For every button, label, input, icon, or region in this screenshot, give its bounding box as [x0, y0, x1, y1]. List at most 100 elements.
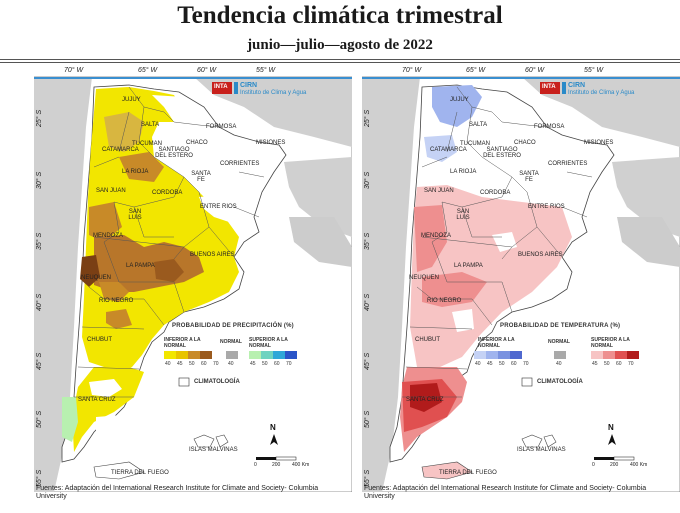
- precip-swatch-below-3: [200, 351, 212, 359]
- label-rio-negro: RIO NEGRO: [99, 298, 134, 304]
- lat-tick-50: 50° S: [36, 410, 43, 428]
- label-tierra-del-fuego-temp: TIERRA DEL FUEGO: [439, 470, 497, 476]
- precip-below-val-2: 50: [189, 361, 195, 367]
- label-la-rioja-temp: LA RIOJA: [450, 169, 477, 175]
- scale-end: 400 Km: [292, 462, 310, 468]
- label-malvinas: ISLAS MALVINAS: [189, 447, 238, 453]
- precip-swatch-below-1: [176, 351, 188, 359]
- label-santa-fe: SANTA FE: [191, 171, 211, 183]
- source-note-left: Fuentes: Adaptación del International Re…: [36, 485, 319, 500]
- precip-legend-normal: NORMAL: [220, 339, 242, 345]
- label-chubut: CHUBUT: [87, 337, 112, 343]
- label-formosa-temp: FORMOSA: [534, 124, 565, 130]
- temp-below-val-2: 50: [499, 361, 505, 367]
- precip-below-val-3: 60: [201, 361, 207, 367]
- lon-tick-70-temp: 70° W: [402, 67, 422, 74]
- label-entre-rios-temp: ENTRE RIOS: [528, 204, 565, 210]
- precip-above-val-1: 50: [262, 361, 268, 367]
- precip-swatch-above-2: [273, 351, 285, 359]
- temp-normal-val: 40: [556, 361, 562, 367]
- temp-swatch-above-3: [627, 351, 639, 359]
- label-buenos-aires-temp: BUENOS AIRES: [518, 252, 563, 258]
- label-rio-negro-temp: RIO NEGRO: [427, 298, 462, 304]
- temp-below-val-0: 40: [475, 361, 481, 367]
- inta-label-temp: INTA: [542, 84, 556, 90]
- label-la-pampa: LA PAMPA: [126, 263, 155, 269]
- precip-above-val-3: 70: [286, 361, 292, 367]
- temperature-map: 70° W 65° W 60° W 55° W 25° S 30° S 35° …: [362, 67, 680, 492]
- label-jujuy: JUJUY: [122, 97, 141, 103]
- precip-legend-below: INFERIOR A LA NORMAL: [164, 337, 201, 349]
- temp-above-val-1: 50: [604, 361, 610, 367]
- precip-above-val-0: 45: [250, 361, 256, 367]
- label-catamarca: CATAMARCA: [102, 147, 139, 153]
- institute-label-temp: Instituto de Clima y Agua: [568, 90, 635, 96]
- lat-tick-25-temp: 25° S: [364, 109, 371, 127]
- lon-tick-55: 55° W: [256, 67, 276, 74]
- temp-legend-title: PROBABILIDAD DE TEMPERATURA (%): [500, 323, 621, 329]
- precip-below-val-1: 45: [177, 361, 183, 367]
- lon-tick-55-temp: 55° W: [584, 67, 604, 74]
- label-chaco-temp: CHACO: [514, 140, 536, 146]
- label-santa-fe-temp: SANTA FE: [519, 171, 539, 183]
- temp-legend-below: INFERIOR A LA NORMAL: [478, 337, 515, 349]
- scale-zero-temp: 0: [592, 462, 595, 468]
- inta-logo: [212, 82, 232, 94]
- lon-tick-60: 60° W: [197, 67, 217, 74]
- precip-swatch-above-1: [261, 351, 273, 359]
- temp-below-val-3: 60: [511, 361, 517, 367]
- divider-bottom: [0, 62, 680, 63]
- divider-top: [0, 59, 680, 60]
- lat-tick-50-temp: 50° S: [364, 410, 371, 428]
- label-salta-temp: SALTA: [469, 122, 488, 128]
- precip-climatology-label: CLIMATOLOGÍA: [194, 379, 240, 385]
- lon-tick-65: 65° W: [138, 67, 158, 74]
- lat-tick-30: 30° S: [36, 171, 43, 189]
- temp-legend-above: SUPERIOR A LA NORMAL: [591, 337, 630, 349]
- precipitation-map-graphic: [34, 76, 352, 492]
- temp-above-val-3: 70: [628, 361, 634, 367]
- inta-logo-2: [540, 82, 560, 94]
- temp-swatch-above-1: [603, 351, 615, 359]
- label-santiago: SANTIAGO DEL ESTERO: [155, 147, 193, 159]
- temp-above-val-0: 45: [592, 361, 598, 367]
- label-santa-cruz: SANTA CRUZ: [78, 397, 116, 403]
- lat-tick-35-temp: 35° S: [364, 232, 371, 250]
- lat-tick-30-temp: 30° S: [364, 171, 371, 189]
- lat-tick-25: 25° S: [36, 109, 43, 127]
- page-title: Tendencia climática trimestral: [177, 2, 503, 29]
- lat-tick-40: 40° S: [36, 293, 43, 311]
- temp-swatch-above-0: [591, 351, 603, 359]
- label-san-luis: SAN LUIS: [128, 209, 142, 221]
- label-chaco: CHACO: [186, 140, 208, 146]
- label-santa-cruz-temp: SANTA CRUZ: [406, 397, 444, 403]
- label-mendoza: MENDOZA: [93, 233, 123, 239]
- temperature-map-graphic: [362, 76, 680, 492]
- temp-swatch-above-2: [615, 351, 627, 359]
- label-tucuman: TUCUMAN: [132, 141, 162, 147]
- lat-tick-45-temp: 45° S: [364, 352, 371, 370]
- page-subtitle: junio—julio—agosto de 2022: [247, 37, 433, 53]
- temp-below-val-1: 45: [487, 361, 493, 367]
- label-misiones-temp: MISIONES: [584, 140, 614, 146]
- temp-swatch-below-2: [498, 351, 510, 359]
- label-santiago-temp: SANTIAGO DEL ESTERO: [483, 147, 521, 159]
- precip-swatch-above-0: [249, 351, 261, 359]
- temp-swatch-below-0: [474, 351, 486, 359]
- label-tucuman-temp: TUCUMAN: [460, 141, 490, 147]
- precip-legend-title: PROBABILIDAD DE PRECIPITACIÓN (%): [172, 323, 294, 329]
- precip-legend-above: SUPERIOR A LA NORMAL: [249, 337, 288, 349]
- precip-normal-val: 40: [228, 361, 234, 367]
- label-mendoza-temp: MENDOZA: [421, 233, 451, 239]
- temp-swatch-normal: [554, 351, 566, 359]
- scale-end-temp: 400 Km: [630, 462, 648, 468]
- precipitation-map: 70° W 65° W 60° W 55° W 25° S 30° S 35° …: [34, 67, 352, 492]
- label-buenos-aires: BUENOS AIRES: [190, 252, 235, 258]
- temp-climatology-label: CLIMATOLOGÍA: [537, 379, 583, 385]
- lon-tick-60-temp: 60° W: [525, 67, 545, 74]
- label-la-rioja: LA RIOJA: [122, 169, 149, 175]
- label-chubut-temp: CHUBUT: [415, 337, 440, 343]
- scale-mid: 200: [272, 462, 281, 468]
- label-entre-rios: ENTRE RIOS: [200, 204, 237, 210]
- label-misiones: MISIONES: [256, 140, 286, 146]
